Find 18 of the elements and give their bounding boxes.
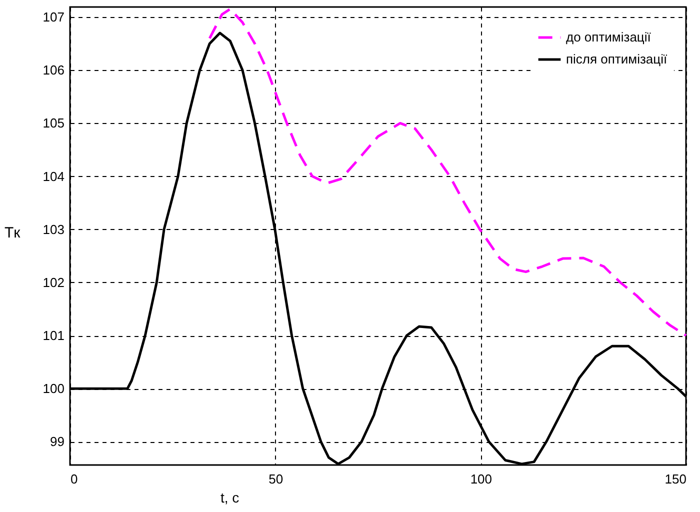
x-tick-label: 150	[664, 472, 686, 486]
y-tick-label: 106	[42, 62, 64, 78]
x-axis-title: t, c	[220, 490, 240, 506]
y-tick-label: 102	[42, 274, 64, 290]
y-tick-label: 107	[42, 10, 64, 25]
x-tick-label: 0	[70, 472, 78, 486]
y-tick-label: 104	[42, 168, 64, 184]
x-tick-label: 50	[268, 472, 284, 486]
legend-label: після оптимізації	[566, 52, 668, 66]
y-tick-label: 100	[42, 381, 64, 396]
y-axis-title: Tк	[4, 224, 21, 242]
y-tick-label: 101	[42, 328, 64, 344]
legend-label: до оптимізації	[566, 30, 652, 44]
line-series	[208, 8, 688, 337]
x-tick-label: 100	[470, 472, 492, 486]
y-tick-label: 103	[42, 222, 64, 237]
y-tick-label: 105	[42, 116, 64, 131]
y-tick-label: 99	[50, 434, 64, 450]
